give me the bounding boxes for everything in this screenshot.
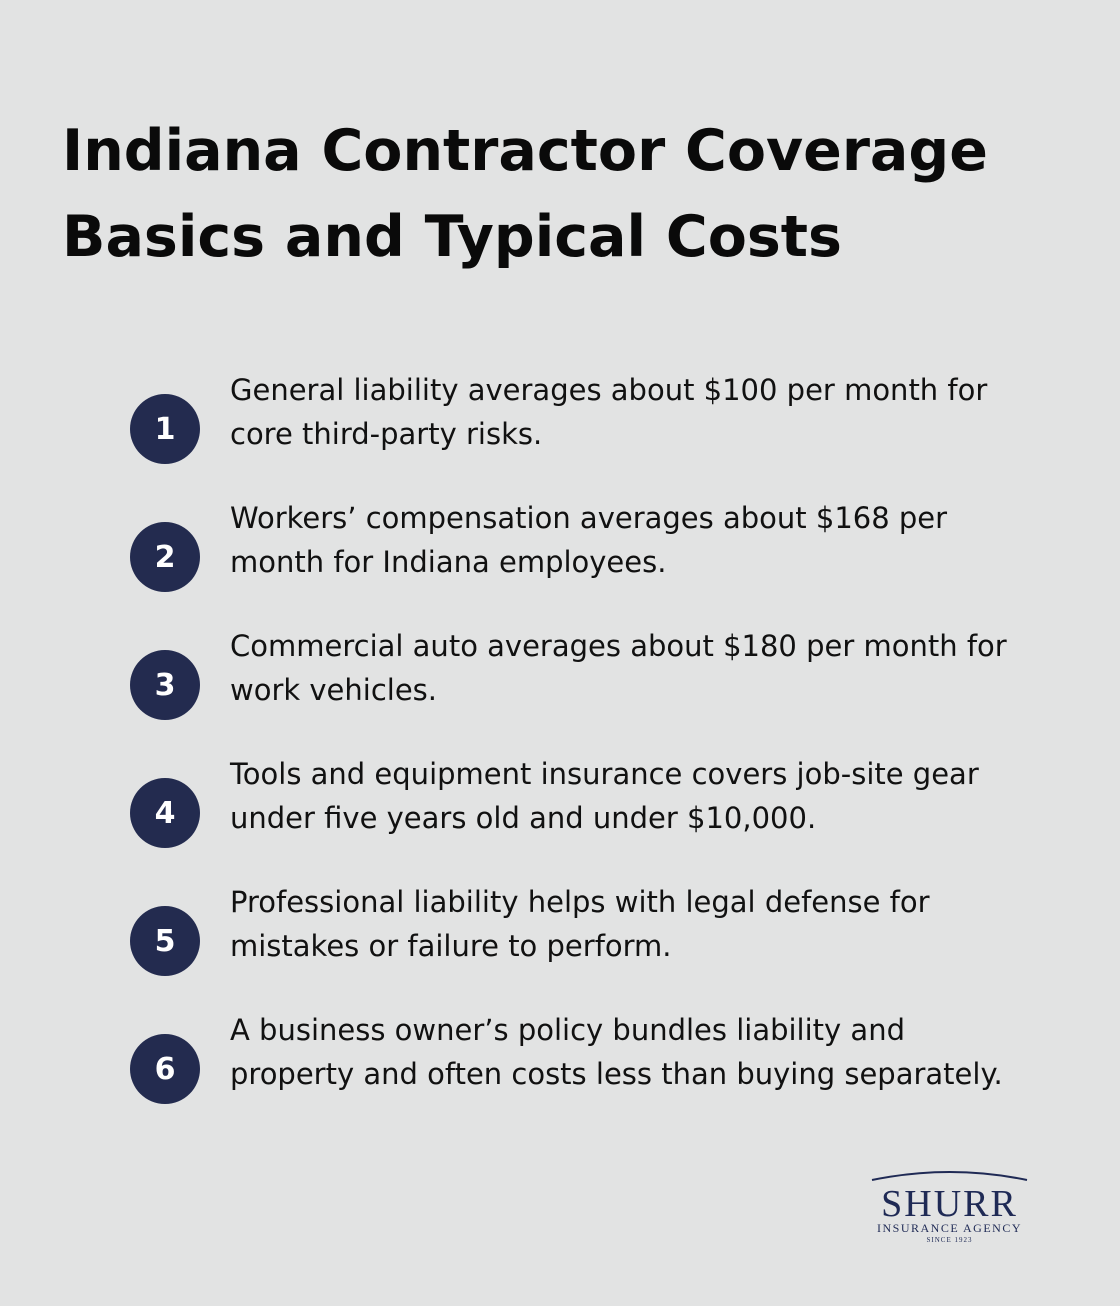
list-item: 6 A business owner’s policy bundles liabi… <box>130 1013 1030 1126</box>
item-number: 6 <box>130 1034 200 1104</box>
list-item: 3 Commercial auto averages about $180 per… <box>130 629 1030 742</box>
logo: SHURR INSURANCE AGENCY SINCE 1923 <box>862 1168 1037 1244</box>
item-text: Tools and equipment insurance covers job… <box>230 757 979 835</box>
item-text: General liability averages about $100 pe… <box>230 373 988 451</box>
item-number: 5 <box>130 906 200 976</box>
list-item: 1 General liability averages about $100 p… <box>130 373 1030 486</box>
item-number: 1 <box>130 394 200 464</box>
item-text: Commercial auto averages about $180 per … <box>230 629 1007 707</box>
list-item: 5 Professional liability helps with legal… <box>130 885 1030 998</box>
list-item: 4 Tools and equipment insurance covers jo… <box>130 757 1030 870</box>
item-text: A business owner’s policy bundles liabil… <box>230 1013 1003 1091</box>
item-number: 2 <box>130 522 200 592</box>
title: Indiana Contractor Coverage Basics and T… <box>62 118 988 270</box>
item-text: Workers’ compensation averages about $16… <box>230 501 948 579</box>
logo-name: SHURR <box>881 1183 1018 1225</box>
logo-subtitle: INSURANCE AGENCY <box>876 1221 1022 1235</box>
item-number: 4 <box>130 778 200 848</box>
logo-since: SINCE 1923 <box>926 1236 973 1244</box>
list-item: 2 Workers’ compensation averages about $1… <box>130 501 1030 614</box>
item-text: Professional liability helps with legal … <box>230 885 930 963</box>
item-number: 3 <box>130 650 200 720</box>
logo-arc <box>871 1171 1028 1181</box>
